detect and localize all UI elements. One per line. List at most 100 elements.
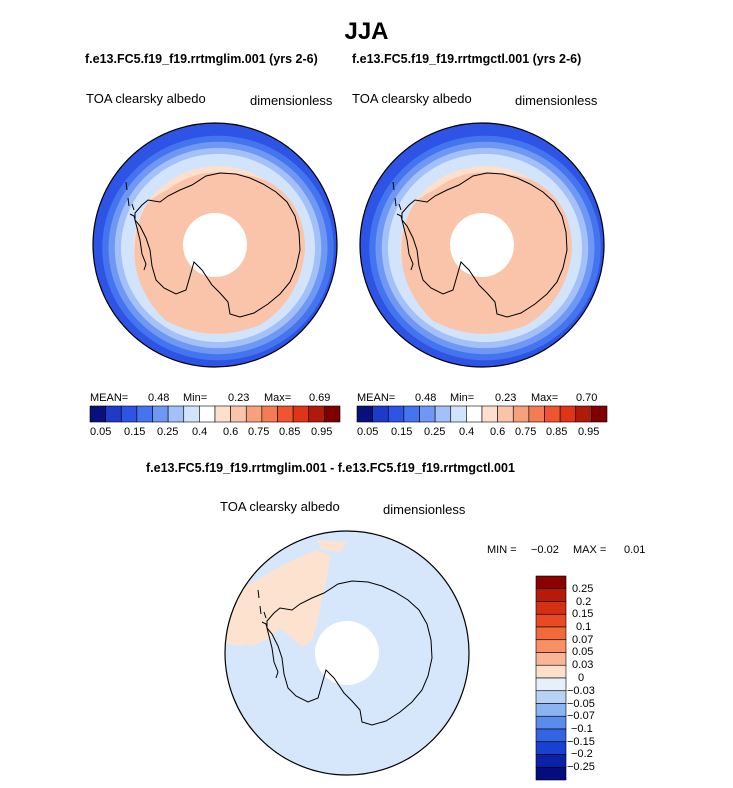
panel3-title: f.e13.FC5.f19_f19.rrtmglim.001 - f.e13.F…	[146, 461, 515, 475]
panel3-cbar-swatch-13	[535, 741, 567, 755]
panel2-cbar-swatch-14	[575, 405, 592, 423]
panel2-cbar-swatch-8	[481, 405, 498, 423]
panel1-polar-map	[92, 122, 338, 368]
panel3-colorbar	[535, 575, 567, 781]
panel2-coastline	[392, 172, 568, 318]
panel3-cbar-tick-6: 0.03	[572, 659, 594, 671]
panel3-cbar-tick-10: −0.07	[567, 710, 595, 722]
panel3-cbar-tick-0: 0.25	[572, 583, 594, 595]
panel3-max-value: 0.01	[624, 544, 646, 556]
panel3-cbar-swatch-11	[535, 715, 567, 730]
panel1-min-value: 0.23	[228, 392, 250, 404]
panel1-polar-hole	[183, 213, 247, 277]
panel1-cbar-swatch-3	[136, 405, 153, 423]
panel3-cbar-swatch-8	[535, 677, 567, 692]
panel1-variable-label: TOA clearsky albedo	[86, 91, 206, 106]
panel1-cbar-swatch-11	[261, 405, 278, 423]
panel3-cbar-tick-13: −0.2	[571, 748, 593, 760]
panel2-cbar-swatch-4	[419, 405, 436, 423]
panel1-cbar-swatch-14	[308, 405, 325, 423]
panel2-cbar-tick-4: 0.6	[490, 426, 506, 438]
panel2-min-value: 0.23	[495, 392, 517, 404]
panel2-max-label: Max=	[531, 392, 559, 404]
panel2-cbar-swatch-12	[544, 405, 561, 423]
panel3-cbar-swatch-15	[535, 766, 567, 781]
panel1-cbar-swatch-9	[230, 405, 247, 423]
panel1-cbar-swatch-13	[292, 405, 310, 423]
panel1-cbar-tick-0: 0.05	[90, 426, 112, 438]
panel2-cbar-swatch-7	[466, 405, 483, 423]
panel2-mean-value: 0.48	[415, 392, 437, 404]
panel1-cbar-swatch-6	[183, 405, 200, 423]
panel3-cbar-swatch-12	[535, 728, 567, 743]
panel1-cbar-swatch-10	[245, 405, 263, 423]
panel3-cbar-swatch-7	[535, 664, 567, 679]
panel2-cbar-tick-0: 0.05	[357, 426, 379, 438]
panel3-polar-map	[224, 530, 470, 776]
panel3-max-label: MAX =	[573, 544, 607, 556]
panel3-min-value: −0.02	[531, 544, 559, 556]
panel3-cbar-swatch-2	[535, 601, 567, 615]
panel3-cbar-tick-4: 0.07	[572, 634, 594, 646]
panel1-cbar-tick-1: 0.15	[124, 426, 146, 438]
panel2-cbar-tick-7: 0.95	[578, 426, 600, 438]
panel1-cbar-tick-3: 0.4	[192, 426, 208, 438]
panel2-cbar-tick-2: 0.25	[424, 426, 446, 438]
panel3-cbar-tick-11: −0.1	[571, 723, 593, 735]
panel3-cbar-swatch-9	[535, 690, 567, 704]
panel1-title: f.e13.FC5.f19_f19.rrtmglim.001 (yrs 2-6)	[85, 52, 318, 66]
panel3-cbar-tick-7: 0	[578, 672, 585, 684]
panel1-max-value: 0.69	[309, 392, 331, 404]
panel1-mean-label: MEAN=	[90, 392, 129, 404]
panel1-cbar-swatch-15	[324, 405, 341, 423]
panel2-cbar-swatch-5	[434, 405, 452, 423]
panel3-cbar-tick-14: −0.25	[567, 761, 595, 773]
panel3-cbar-tick-3: 0.1	[576, 621, 592, 633]
panel3-cbar-swatch-4	[535, 626, 567, 641]
panel2-cbar-swatch-1	[372, 405, 389, 423]
panel2-variable-label: TOA clearsky albedo	[352, 91, 472, 106]
panel1-cbar-swatch-1	[105, 405, 122, 423]
panel2-colorbar	[356, 405, 608, 423]
panel2-cbar-swatch-11	[528, 405, 545, 423]
panel2-mean-label: MEAN=	[357, 392, 396, 404]
panel1-cbar-tick-6: 0.85	[279, 426, 301, 438]
panel3-cbar-tick-12: −0.15	[567, 736, 595, 748]
panel1-cbar-swatch-2	[120, 405, 138, 423]
panel1-cbar-tick-7: 0.95	[311, 426, 333, 438]
panel3-cbar-swatch-14	[535, 754, 567, 768]
panel2-cbar-swatch-3	[403, 405, 420, 423]
panel2-cbar-swatch-13	[559, 405, 577, 423]
panel1-max-label: Max=	[264, 392, 292, 404]
panel2-min-label: Min=	[450, 392, 475, 404]
panel3-cbar-swatch-6	[535, 652, 567, 666]
panel3-cbar-tick-8: −0.03	[567, 685, 595, 697]
panel1-cbar-tick-2: 0.25	[157, 426, 179, 438]
panel1-cbar-tick-4: 0.6	[223, 426, 239, 438]
panel2-cbar-tick-5: 0.75	[515, 426, 537, 438]
panel3-cbar-tick-9: −0.05	[567, 698, 595, 710]
panel2-cbar-tick-1: 0.15	[391, 426, 413, 438]
panel2-title: f.e13.FC5.f19_f19.rrtmgctl.001 (yrs 2-6)	[352, 52, 582, 66]
panel3-cbar-tick-2: 0.15	[572, 608, 594, 620]
panel3-cbar-swatch-3	[535, 613, 567, 628]
panel1-min-label: Min=	[183, 392, 208, 404]
panel1-cbar-swatch-8	[214, 405, 231, 423]
panel2-max-value: 0.70	[576, 392, 598, 404]
panel1-cbar-swatch-12	[277, 405, 294, 423]
panel1-cbar-swatch-4	[152, 405, 169, 423]
panel2-cbar-tick-3: 0.4	[459, 426, 475, 438]
panel3-coastline	[257, 580, 433, 726]
panel3-cbar-swatch-10	[535, 703, 567, 717]
panel3-units-label: dimensionless	[383, 502, 466, 517]
page-title: JJA	[344, 18, 389, 45]
panel3-variable-label: TOA clearsky albedo	[220, 499, 340, 514]
panel2-polar-hole	[450, 213, 514, 277]
panel3-polar-hole	[315, 621, 379, 685]
panel2-cbar-swatch-10	[512, 405, 530, 423]
panel1-mean-value: 0.48	[148, 392, 170, 404]
panel1-cbar-swatch-0	[89, 405, 106, 423]
panel3-cbar-swatch-1	[535, 588, 567, 602]
panel3-cbar-swatch-0	[535, 575, 567, 590]
panel2-cbar-swatch-6	[450, 405, 467, 423]
